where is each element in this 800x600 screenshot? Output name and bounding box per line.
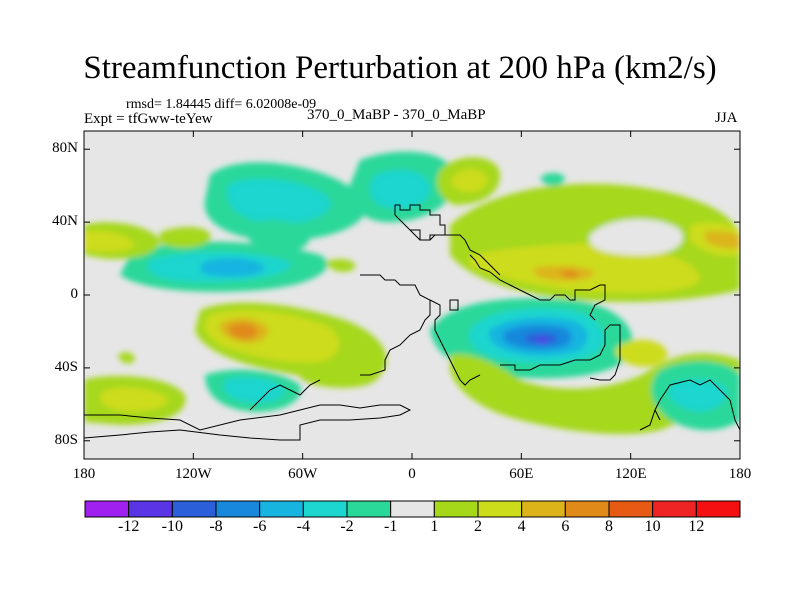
x-tick-label: 120W [174, 466, 212, 482]
europe-high-inner [450, 168, 488, 193]
central-america-coast [410, 229, 501, 276]
colorbar-label: 8 [605, 518, 613, 535]
y-tick-marks [84, 148, 740, 442]
antarctica-peninsula-coast [249, 379, 321, 411]
asia-high-mid [470, 243, 700, 294]
x-tick-label: 180 [728, 466, 752, 482]
x-tick-label: 60E [509, 466, 534, 482]
run-label: 370_0_MaBP - 370_0_MaBP [307, 107, 486, 123]
nz-coast [639, 379, 740, 431]
colorbar-label: -6 [252, 518, 267, 535]
y-tick-label: 0 [70, 286, 79, 302]
east-pacific-low-core [199, 258, 265, 277]
indian-ocean-low-core [536, 337, 548, 344]
colorbar-box [84, 500, 130, 518]
colorbar-box [346, 500, 392, 518]
west-pacific-high-inner [705, 231, 740, 249]
subtropical-pacific-low-outer [246, 219, 310, 252]
colorbar-box [521, 500, 566, 518]
colorbar-box [259, 500, 304, 518]
colorbar-label: -2 [340, 518, 354, 535]
colorbar-box [695, 500, 741, 518]
asia-high-core [560, 270, 579, 278]
arabia-coast [449, 299, 459, 311]
x-tick-label: 180 [72, 466, 96, 482]
australia-coast [500, 324, 621, 381]
y-tick-label: 80N [52, 140, 78, 157]
y-tick-label: 40N [52, 213, 78, 230]
x-tick-marks [83, 131, 741, 459]
colorbar-label: -10 [161, 518, 183, 535]
y-tick-label: 80S [54, 431, 78, 448]
colorbar-label: -12 [117, 518, 140, 535]
chart-title: Streamfunction Perturbation at 200 hPa (… [83, 50, 717, 86]
colorbar-box [390, 500, 435, 518]
africa-coast [429, 299, 481, 386]
y-tick-label: 40S [54, 358, 78, 375]
colorbar-label: 10 [644, 518, 661, 535]
north-america-low-inner [369, 170, 430, 210]
north-pacific-low-inner [227, 178, 331, 225]
colorbar-label: 1 [430, 518, 439, 535]
rmsd-label: rmsd= 1.84445 diff= 6.02008e-09 [126, 97, 317, 112]
x-tick-label: 0 [408, 466, 416, 482]
small-arctic-low [540, 172, 565, 186]
colorbar-label: -4 [296, 518, 310, 535]
africa-high [325, 259, 356, 272]
coastlines [84, 204, 740, 441]
small-pacific-high [118, 352, 135, 364]
colorbar-label: 12 [688, 518, 705, 535]
colorbar-box [302, 500, 348, 518]
pacific-high-band-inner [84, 230, 135, 253]
india-asia-coast [469, 254, 606, 321]
colorbar-box [215, 500, 261, 518]
colorbar-label: -1 [383, 518, 398, 535]
x-tick-label: 120E [614, 466, 647, 482]
expt-label: Expt = tfGww-teYew [84, 111, 213, 127]
colorbar-label: 6 [561, 518, 570, 535]
antarctica-coast [84, 404, 412, 441]
southwest-pacific-low-inner [668, 379, 728, 412]
colorbar-box [477, 500, 523, 518]
australia-high-inner [615, 339, 668, 367]
season-label: JJA [715, 110, 738, 126]
north-america-coast [394, 204, 446, 241]
colorbar-box [564, 500, 610, 518]
colorbar-box [171, 500, 217, 518]
colorbar-box [433, 500, 479, 518]
south-pacific-high-core [228, 322, 258, 339]
southern-ocean-low-inner [223, 377, 285, 404]
colorbar-box [652, 500, 697, 518]
colorbar-label: 2 [474, 518, 482, 535]
far-south-pacific-high-inner [100, 387, 168, 412]
colorbar [84, 500, 741, 518]
colorbar-box [128, 500, 173, 518]
central-pacific-high-outer [160, 226, 211, 248]
x-tick-label: 60W [288, 466, 318, 482]
siberia-gap [589, 219, 683, 255]
contour-field [84, 151, 740, 435]
south-america-coast [360, 274, 431, 376]
colorbar-box [608, 500, 654, 518]
colorbar-label: 4 [517, 518, 526, 535]
south-atlantic-high [298, 363, 380, 388]
colorbar-label: -8 [209, 518, 223, 535]
